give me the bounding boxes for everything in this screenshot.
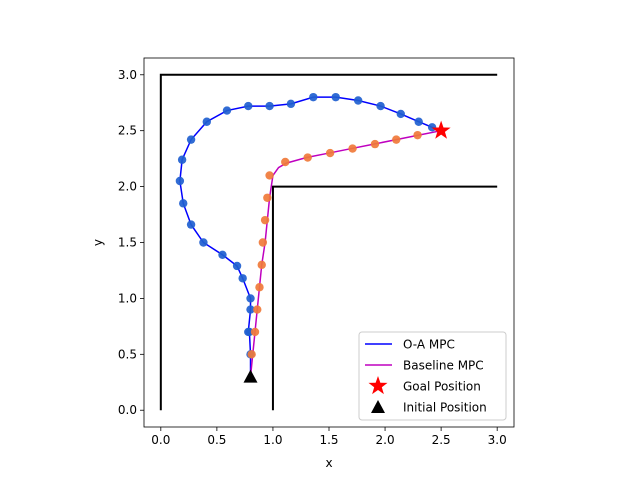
- y-tick-label: 1.5: [118, 236, 137, 250]
- o-a-mpc-waypoints-point: [202, 117, 211, 126]
- o-a-mpc-waypoints-point: [244, 327, 253, 337]
- o-a-mpc-waypoints-point: [427, 123, 437, 132]
- baseline-mpc-waypoints-point: [260, 215, 270, 225]
- x-axis-label: x: [325, 456, 332, 470]
- baseline-mpc-waypoints-point: [255, 283, 264, 292]
- legend-label: Baseline MPC: [403, 359, 484, 373]
- baseline-mpc-waypoints-point: [392, 135, 401, 144]
- o-a-mpc-waypoints-point: [179, 199, 188, 208]
- y-axis-label: y: [91, 239, 105, 246]
- legend-label: O-A MPC: [403, 338, 455, 352]
- baseline-mpc-waypoints-point: [263, 193, 272, 202]
- o-a-mpc-waypoints-point: [309, 92, 318, 102]
- axes: 0.0 0.5 1.0 1.5 2.0 2.5 3.0 0.0 0.5 1.0 1.5 2.0 2.5 3…: [91, 57, 515, 470]
- x-tick-label: 1.5: [319, 433, 338, 447]
- o-a-mpc-waypoints-point: [238, 274, 247, 283]
- baseline-mpc-waypoints-point: [250, 327, 260, 337]
- o-a-mpc-waypoints-point: [177, 155, 187, 164]
- o-a-mpc-waypoints-point: [199, 238, 208, 247]
- o-a-mpc-waypoints-point: [244, 101, 253, 111]
- x-tick-label: 3.0: [488, 433, 507, 447]
- inner-wall: [271, 185, 498, 411]
- baseline-mpc-waypoints-point: [247, 350, 256, 359]
- y-tick-label: 1.0: [118, 291, 137, 305]
- plot-area: [159, 73, 498, 411]
- y-tick-label: 2.5: [118, 124, 137, 138]
- o-a-mpc-waypoints-point: [222, 106, 232, 115]
- legend-triangle-icon: [371, 400, 385, 413]
- legend: O-A MPC Baseline MPC Goal Position Initial …: [358, 331, 507, 421]
- o-a-mpc-waypoints-point: [265, 101, 274, 111]
- o-a-mpc-waypoints-point: [246, 305, 255, 314]
- initial-position-triangle: [243, 369, 258, 383]
- baseline-mpc-waypoints-point: [413, 130, 422, 140]
- outer-wall: [159, 73, 498, 411]
- baseline-mpc-waypoints-point: [253, 305, 262, 314]
- o-a-mpc-waypoints-point: [286, 99, 296, 109]
- y-tick-label: 0.0: [118, 403, 137, 417]
- o-a-mpc-waypoints-point: [175, 176, 185, 186]
- legend-label: Initial Position: [403, 401, 487, 415]
- legend-label: Goal Position: [403, 380, 481, 394]
- o-a-mpc-waypoints-point: [186, 135, 196, 144]
- baseline-mpc-waypoints-point: [265, 171, 274, 180]
- baseline-mpc-waypoints-point: [281, 157, 290, 167]
- goal-position-star: [431, 120, 451, 139]
- baseline-mpc-waypoints-point: [348, 144, 357, 153]
- o-a-mpc-waypoints-point: [331, 92, 340, 102]
- o-a-mpc-waypoints-point: [246, 294, 255, 303]
- baseline-mpc-waypoints-point: [325, 148, 335, 158]
- o-a-mpc-waypoints-point: [414, 117, 423, 126]
- baseline-mpc-waypoints-point: [303, 153, 312, 162]
- o-a-mpc-waypoints-point: [232, 261, 242, 271]
- x-tick-label: 0.0: [151, 433, 170, 447]
- series-line-o-a-mpc: [179, 96, 442, 377]
- x-tick-label: 2.0: [376, 433, 395, 447]
- x-tick-label: 0.5: [207, 433, 226, 447]
- y-tick-label: 0.5: [118, 347, 137, 361]
- baseline-mpc-waypoints-point: [257, 260, 266, 270]
- o-a-mpc-waypoints-point: [218, 250, 227, 259]
- y-tick-label: 3.0: [118, 68, 137, 82]
- x-tick-label: 1.0: [263, 433, 282, 447]
- x-tick-label: 2.5: [432, 433, 451, 447]
- o-a-mpc-waypoints-point: [376, 101, 385, 111]
- legend-star-icon: [368, 376, 388, 395]
- baseline-mpc-waypoints-point: [258, 238, 268, 247]
- o-a-mpc-waypoints-point: [396, 109, 405, 119]
- o-a-mpc-waypoints-point: [186, 220, 196, 229]
- legend-box: [358, 331, 507, 421]
- y-tick-label: 2.0: [118, 180, 137, 194]
- baseline-mpc-waypoints-point: [370, 139, 380, 149]
- o-a-mpc-waypoints-point: [353, 96, 363, 105]
